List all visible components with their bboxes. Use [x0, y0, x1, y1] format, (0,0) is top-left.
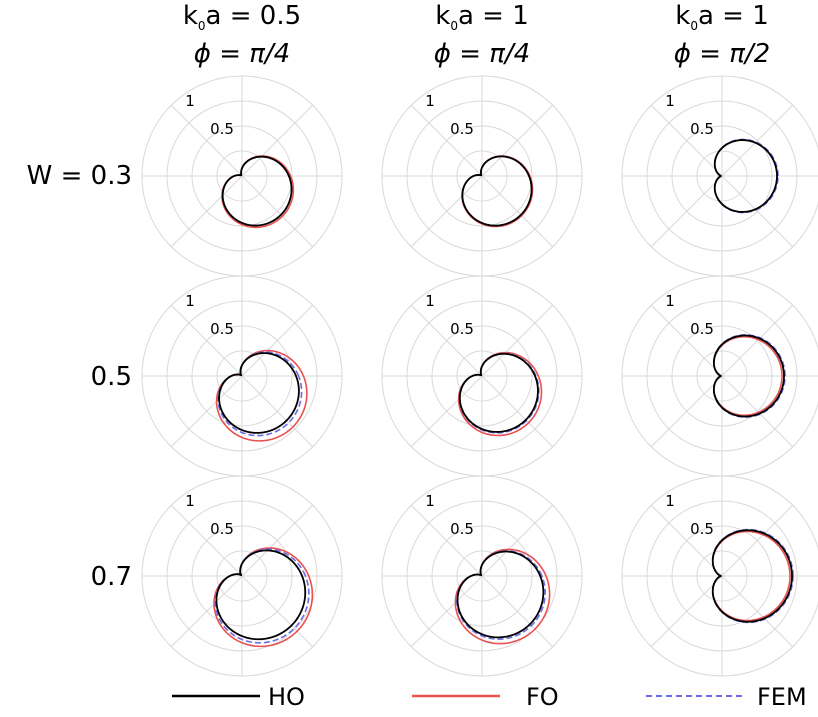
- series-ho-curve: [456, 550, 545, 639]
- radial-tick-0-5: 0.5: [690, 320, 714, 338]
- grid-spoke: [241, 104, 314, 177]
- grid-spoke: [721, 575, 794, 648]
- grid-spoke: [410, 175, 483, 248]
- row-label-3: 0.7: [91, 562, 132, 592]
- column-titles: k0a = 0.5 ϕ = π/4 k0a = 1 ϕ = π/4 k0a = …: [183, 1, 770, 69]
- radial-tick-1: 1: [425, 92, 435, 110]
- row-labels: W = 0.3 0.5 0.7: [27, 161, 132, 592]
- polar-panel-3: 10.5: [621, 75, 818, 277]
- radial-tick-1: 1: [425, 492, 435, 510]
- polar-panel-9: 10.5: [621, 475, 818, 677]
- radial-tick-0-5: 0.5: [690, 120, 714, 138]
- grid-spoke: [650, 575, 723, 648]
- grid-spoke: [721, 375, 794, 448]
- grid-spoke: [650, 375, 723, 448]
- grid-spoke: [410, 504, 483, 577]
- row-label-2: 0.5: [91, 362, 132, 392]
- radial-tick-1: 1: [185, 292, 195, 310]
- grid-spoke: [481, 175, 554, 248]
- grid-spoke: [410, 575, 483, 648]
- grid-spoke: [721, 504, 794, 577]
- column-title-1: k0a = 0.5: [183, 1, 301, 33]
- legend-ho-label: HO: [268, 683, 305, 711]
- polar-panel-2: 10.5: [381, 75, 583, 277]
- grid-spoke: [721, 175, 794, 248]
- grid-spoke: [170, 375, 243, 448]
- grid-spoke: [241, 175, 314, 248]
- grid-spoke: [170, 575, 243, 648]
- grid-spoke: [410, 375, 483, 448]
- grid-spoke: [410, 104, 483, 177]
- grid-spoke: [410, 304, 483, 377]
- radial-tick-0-5: 0.5: [690, 520, 714, 538]
- series-ho-curve: [712, 334, 785, 418]
- grid-spoke: [650, 104, 723, 177]
- polar-panel-1: 10.5: [141, 75, 343, 277]
- column-subtitle-3: ϕ = π/2: [674, 39, 770, 69]
- grid-spoke: [170, 504, 243, 577]
- grid-spoke: [721, 104, 794, 177]
- series-ho-curve: [221, 155, 293, 227]
- grid-spoke: [170, 175, 243, 248]
- column-subtitle-1: ϕ = π/4: [194, 39, 290, 69]
- grid-spoke: [481, 575, 554, 648]
- grid-spoke: [650, 304, 723, 377]
- grid-spoke: [481, 104, 554, 177]
- grid-spoke: [170, 104, 243, 177]
- series-ho-curve: [458, 352, 539, 433]
- radial-tick-0-5: 0.5: [450, 320, 474, 338]
- radial-tick-0-5: 0.5: [450, 120, 474, 138]
- legend: HO FO FEM: [172, 683, 807, 711]
- series-ho-curve: [713, 139, 778, 213]
- series-ho-curve: [218, 352, 300, 434]
- polar-panels: 10.510.510.510.510.510.510.510.510.5: [141, 75, 818, 677]
- series-ho-curve: [461, 155, 533, 227]
- grid-spoke: [241, 504, 314, 577]
- polar-panel-5: 10.5: [381, 275, 583, 477]
- radial-tick-0-5: 0.5: [450, 520, 474, 538]
- radial-tick-1: 1: [185, 492, 195, 510]
- row-label-1: W = 0.3: [27, 161, 132, 191]
- grid-spoke: [170, 304, 243, 377]
- grid-spoke: [241, 375, 314, 448]
- polar-panel-6: 10.5: [621, 275, 818, 477]
- radial-tick-1: 1: [665, 92, 675, 110]
- column-subtitle-2: ϕ = π/4: [434, 39, 530, 69]
- radial-tick-0-5: 0.5: [210, 320, 234, 338]
- radial-tick-1: 1: [665, 492, 675, 510]
- radial-tick-0-5: 0.5: [210, 120, 234, 138]
- radial-tick-1: 1: [185, 92, 195, 110]
- legend-fo-label: FO: [526, 683, 559, 711]
- column-title-2: k0a = 1: [435, 1, 529, 33]
- column-title-3: k0a = 1: [675, 1, 769, 33]
- grid-spoke: [481, 375, 554, 448]
- series-ho-curve: [215, 549, 307, 641]
- radial-tick-1: 1: [665, 292, 675, 310]
- legend-fem-label: FEM: [757, 683, 807, 711]
- grid-spoke: [241, 304, 314, 377]
- grid-spoke: [650, 504, 723, 577]
- grid-spoke: [650, 175, 723, 248]
- grid-spoke: [481, 304, 554, 377]
- polar-panel-7: 10.5: [141, 475, 343, 677]
- grid-spoke: [721, 304, 794, 377]
- grid-spoke: [481, 504, 554, 577]
- radial-tick-0-5: 0.5: [210, 520, 234, 538]
- polar-panel-4: 10.5: [141, 275, 343, 477]
- radial-tick-1: 1: [425, 292, 435, 310]
- grid-spoke: [241, 575, 314, 648]
- polar-panel-8: 10.5: [381, 475, 583, 677]
- series-ho-curve: [711, 529, 793, 623]
